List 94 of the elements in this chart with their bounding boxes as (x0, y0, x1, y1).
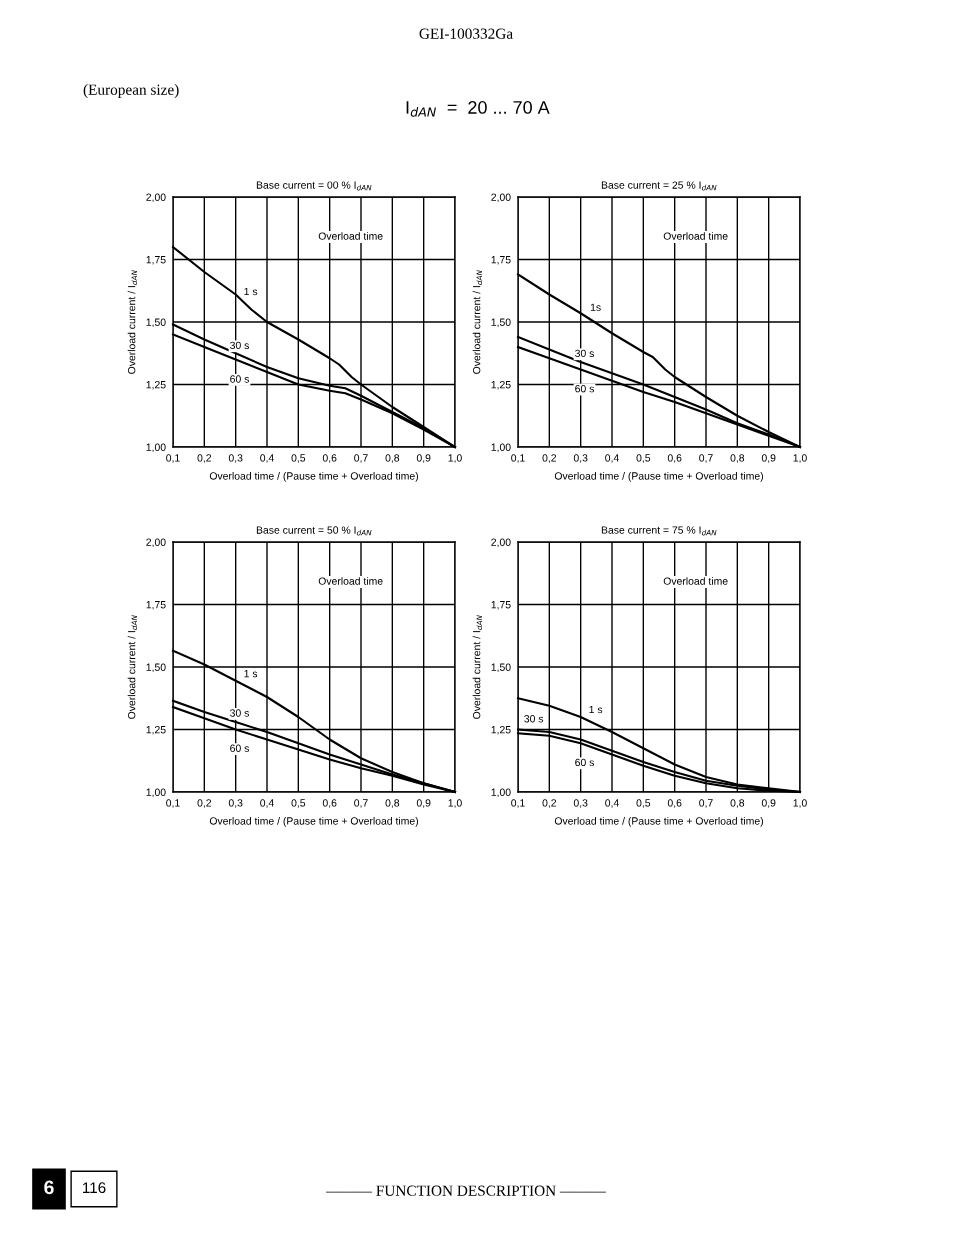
x-tick-label: 0,4 (605, 454, 619, 463)
y-tick-label: 1,00 (491, 443, 511, 453)
series-label: 60 s (230, 375, 249, 383)
x-tick-label: 0,8 (730, 454, 745, 463)
text: ——— FUNCTION DESCRIPTION ——— (326, 1185, 606, 1196)
chart-title: Base current = 25 % I$_{dAN}$ (601, 181, 717, 191)
y-tick-label: 1,00 (146, 788, 166, 798)
y-tick-label: 1,75 (146, 256, 166, 265)
x-tick-label: 0,6 (322, 799, 337, 808)
annotation: Overload time (318, 577, 383, 585)
x-tick-label: 0,8 (385, 454, 400, 463)
y-axis-title: Overload current / I$_{dAN}$ (127, 615, 138, 719)
x-tick-label: 0,3 (573, 799, 588, 808)
series-label: 30 s (230, 341, 249, 350)
y-axis-title: Overload current / I$_{dAN}$ (127, 270, 138, 374)
chart-title: Base current = 00 % I$_{dAN}$ (256, 181, 372, 191)
x-tick-label: 0,5 (636, 454, 651, 463)
x-tick-label: 0,9 (416, 799, 431, 808)
x-tick-label: 0,3 (573, 454, 588, 463)
y-tick-label: 2,00 (491, 193, 511, 203)
x-tick-label: 0,7 (354, 799, 368, 808)
y-tick-label: 2,00 (146, 538, 166, 548)
x-tick-label: 0,2 (197, 454, 212, 463)
annotation: Overload time (663, 577, 728, 585)
y-tick-label: 1,50 (146, 318, 166, 328)
series-label: 60 s (230, 744, 249, 752)
x-tick-label: 0,2 (542, 454, 557, 463)
y-tick-label: 1,75 (491, 601, 511, 610)
x-tick-label: 0,1 (511, 799, 525, 808)
x-tick-label: 0,4 (605, 799, 619, 808)
x-tick-label: 1,0 (793, 454, 807, 463)
text: I$_{dAN}$ = 20 ... 70 A (406, 101, 550, 117)
x-tick-label: 0,1 (511, 454, 525, 463)
x-tick-label: 0,3 (228, 454, 243, 463)
x-tick-label: 0,6 (667, 799, 682, 808)
chart-title: Base current = 50 % I$_{dAN}$ (256, 526, 372, 536)
y-tick-label: 1,25 (491, 381, 511, 390)
x-tick-label: 0,4 (260, 454, 274, 463)
x-tick-label: 0,5 (291, 454, 306, 463)
x-tick-label: 0,1 (166, 454, 180, 463)
annotation: Overload time (663, 232, 728, 240)
x-tick-label: 0,7 (354, 454, 368, 463)
text: (European size) (83, 84, 179, 98)
series-label: 60 s (575, 758, 594, 767)
x-tick-label: 0,6 (322, 454, 337, 463)
x-tick-label: 0,8 (385, 799, 400, 808)
x-axis-title: Overload time / (Pause time + Overload time) (554, 471, 763, 482)
y-tick-label: 1,00 (146, 443, 166, 453)
x-tick-label: 0,7 (699, 454, 713, 463)
text: 116 (82, 1182, 106, 1194)
x-axis-title: Overload time / (Pause time + Overload time) (209, 471, 418, 482)
x-tick-label: 0,6 (667, 454, 682, 463)
x-tick-label: 1,0 (448, 454, 462, 463)
x-tick-label: 0,5 (636, 799, 651, 808)
y-tick-label: 1,00 (491, 788, 511, 798)
series-label: 30 s (230, 709, 249, 717)
x-tick-label: 1,0 (793, 799, 807, 808)
series-label: 1 s (244, 287, 258, 296)
x-tick-label: 0,5 (291, 799, 306, 808)
y-tick-label: 1,25 (146, 726, 166, 735)
y-tick-label: 1,25 (491, 726, 511, 735)
series-label: 1s (590, 303, 601, 311)
y-tick-label: 1,50 (491, 663, 511, 673)
y-axis-title: Overload current / I$_{dAN}$ (472, 270, 483, 374)
text: GEI-100332Ga (419, 28, 513, 39)
y-tick-label: 1,50 (491, 318, 511, 328)
y-tick-label: 1,75 (146, 601, 166, 610)
chart-title: Base current = 75 % I$_{dAN}$ (601, 526, 717, 536)
series-label: 1 s (244, 670, 258, 678)
series-label: 1 s (589, 705, 603, 714)
series-label: 60 s (575, 384, 594, 393)
series-label: 30 s (524, 715, 544, 723)
x-tick-label: 0,2 (197, 799, 212, 808)
x-tick-label: 1,0 (448, 799, 462, 808)
y-tick-label: 1,75 (491, 256, 511, 265)
x-tick-label: 0,2 (542, 799, 557, 808)
x-tick-label: 0,9 (416, 454, 431, 463)
x-axis-title: Overload time / (Pause time + Overload time) (554, 816, 763, 827)
y-tick-label: 2,00 (491, 538, 511, 548)
x-tick-label: 0,8 (730, 799, 745, 808)
y-axis-title: Overload current / I$_{dAN}$ (472, 615, 483, 719)
text: 6 (44, 1180, 54, 1195)
x-tick-label: 0,9 (761, 799, 776, 808)
y-tick-label: 2,00 (146, 193, 166, 203)
annotation: Overload time (318, 232, 383, 240)
y-tick-label: 1,50 (146, 663, 166, 673)
x-tick-label: 0,3 (228, 799, 243, 808)
x-tick-label: 0,4 (260, 799, 274, 808)
x-tick-label: 0,1 (166, 799, 180, 808)
series-label: 30 s (575, 349, 594, 358)
x-axis-title: Overload time / (Pause time + Overload time) (209, 816, 418, 827)
y-tick-label: 1,25 (146, 381, 166, 390)
x-tick-label: 0,9 (761, 454, 776, 463)
x-tick-label: 0,7 (699, 799, 713, 808)
